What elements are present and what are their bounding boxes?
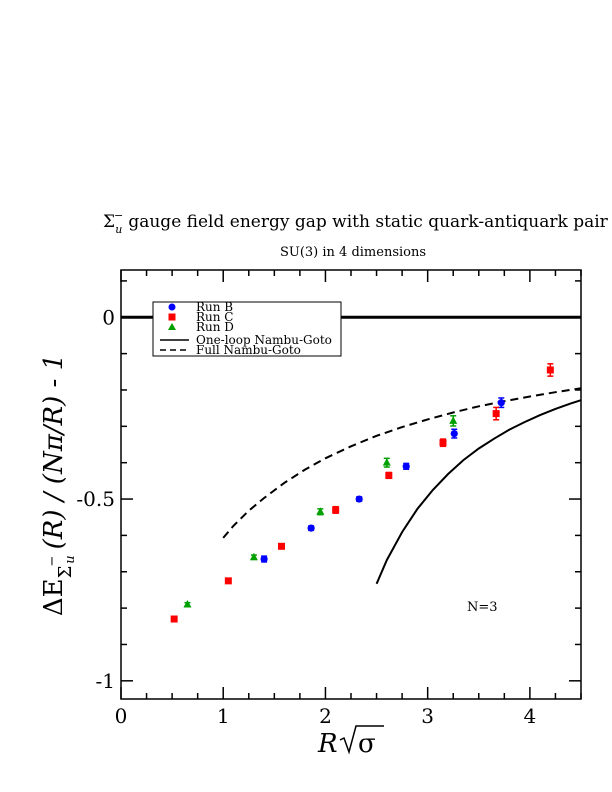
x-tick-label: 3 [421, 704, 434, 728]
x-axis-label: R σ [317, 725, 384, 759]
legend: Run B Run C Run D One-loop Nambu-Goto Fu… [152, 300, 342, 357]
point-run-b [307, 524, 315, 532]
point-run-b [402, 462, 410, 470]
legend-box [152, 301, 342, 357]
legend-label-run-c: Run C [196, 310, 234, 324]
point-run-c [277, 542, 285, 550]
point-run-c [546, 366, 554, 374]
point-run-d [183, 599, 192, 608]
point-run-b [260, 555, 268, 563]
point-run-d [449, 416, 458, 424]
point-run-d [316, 507, 325, 515]
point-run-b [355, 495, 363, 503]
title-symbol-sub: u [115, 223, 122, 236]
annotation-n3: N=3 [467, 600, 498, 615]
title-symbol: Σ [103, 212, 115, 232]
y-label-sigma: Σ [55, 566, 76, 579]
curves-layer [222, 387, 582, 585]
chart-subtitle: SU(3) in 4 dimensions [280, 245, 426, 260]
legend-label-run-d: Run D [196, 320, 234, 334]
point-run-c [224, 577, 232, 585]
title-symbol-sup: − [114, 209, 123, 222]
legend-label-one-loop: One-loop Nambu-Goto [196, 333, 332, 347]
ticks-layer: 0 1 2 3 4 0 -0.5 -1 [76, 270, 582, 728]
point-run-c [492, 410, 500, 418]
point-run-c [332, 506, 340, 514]
y-axis-label-text: ΔEΣ− u (R) / (Nπ/R) - 1 [39, 354, 78, 616]
y-label-sigma-sup: − [45, 556, 60, 567]
x-tick-label: 0 [115, 704, 128, 728]
title-text: gauge field energy gap with static quark… [128, 212, 608, 232]
point-run-c [439, 439, 447, 447]
chart-title: Σ− u gauge field energy gap with static qu… [103, 209, 609, 236]
x-axis-label-main: R [317, 729, 338, 759]
point-run-b [497, 399, 505, 407]
x-tick-label: 1 [217, 704, 230, 728]
legend-marker-run-c [168, 313, 176, 321]
point-run-d [382, 458, 391, 466]
legend-label-full: Full Nambu-Goto [196, 343, 301, 357]
y-label-sigma-sub: u [63, 555, 78, 563]
x-tick-label: 2 [319, 704, 332, 728]
legend-marker-run-d [168, 323, 176, 330]
point-run-d [249, 552, 258, 561]
x-axis-label-root: σ [358, 729, 376, 759]
point-run-b [450, 430, 458, 438]
full-nambu-goto-curve [222, 387, 582, 539]
y-tick-label: -1 [96, 669, 115, 693]
point-run-c [170, 615, 178, 623]
point-run-c [385, 471, 393, 479]
x-tick-label: 4 [524, 704, 537, 728]
y-tick-label: -0.5 [76, 487, 115, 511]
legend-label-run-b: Run B [196, 300, 233, 314]
legend-marker-run-b [168, 303, 176, 311]
points-layer [170, 363, 554, 623]
y-tick-label: 0 [102, 305, 115, 329]
y-label-delta-e: ΔE [39, 578, 69, 616]
y-axis-label: ΔEΣ− u (R) / (Nπ/R) - 1 [39, 354, 78, 616]
y-label-rest: (R) / (Nπ/R) - 1 [39, 354, 69, 549]
sqrt-sign [339, 725, 384, 755]
one-loop-nambu-goto-curve [375, 399, 582, 585]
